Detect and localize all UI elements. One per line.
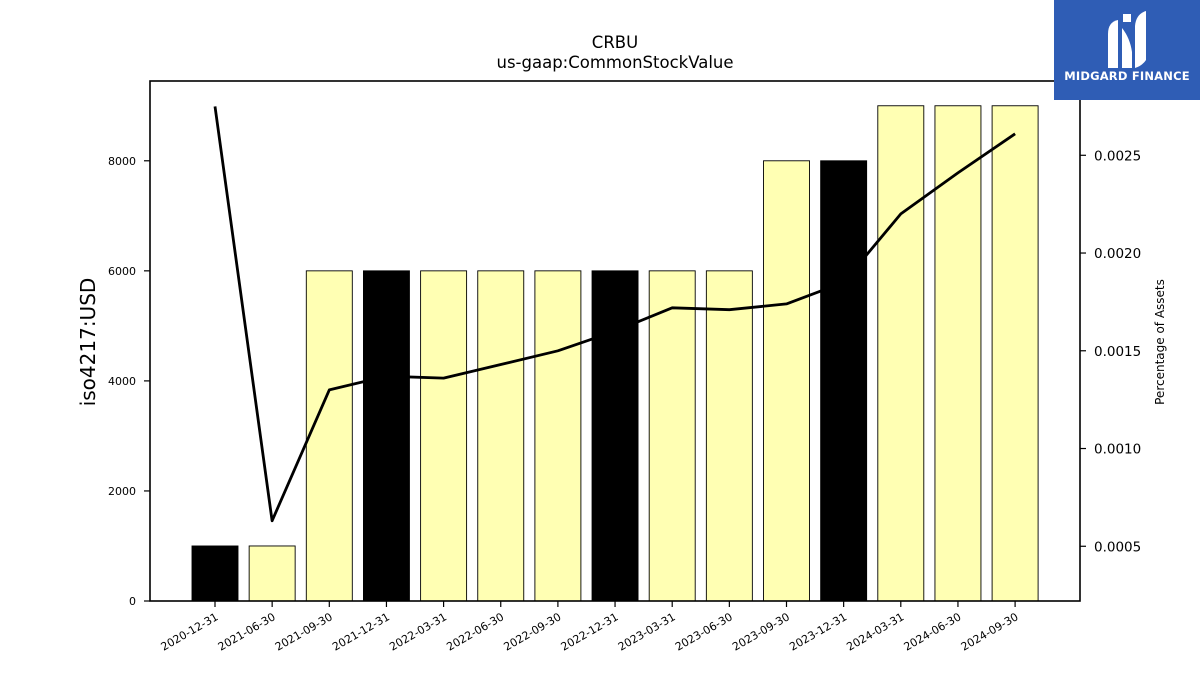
y-axis-right: 0.0005 0.0010 0.0015 0.0020 0.0025	[1080, 148, 1141, 555]
x-tick-label: 2024-09-30	[959, 610, 1021, 653]
bars-layer	[191, 105, 1039, 602]
x-tick-label: 2023-12-31	[787, 610, 849, 653]
y-tick-label: 8000	[108, 155, 136, 168]
x-axis: 2020-12-312021-06-302021-09-302021-12-31…	[159, 601, 1021, 654]
bar	[934, 105, 982, 602]
bar	[305, 270, 353, 602]
y-axis-label: iso4217:USD	[76, 278, 100, 407]
bar	[877, 105, 925, 602]
bar	[363, 270, 410, 602]
y2-tick-label: 0.0005	[1094, 539, 1141, 555]
bar	[991, 105, 1039, 602]
y2-tick-label: 0.0025	[1094, 148, 1141, 164]
y-tick-label: 6000	[108, 265, 136, 278]
x-tick-label: 2023-03-31	[616, 610, 678, 653]
y-tick-label: 2000	[108, 485, 136, 498]
y-tick-label: 0	[129, 595, 136, 608]
bar	[648, 270, 696, 602]
bar	[420, 270, 468, 602]
bar	[477, 270, 525, 602]
x-tick-label: 2022-03-31	[387, 610, 449, 653]
chart-subtitle: us-gaap:CommonStockValue	[496, 53, 733, 72]
x-tick-label: 2021-09-30	[273, 610, 335, 653]
x-tick-label: 2024-03-31	[844, 610, 906, 653]
y2-axis-label: Percentage of Assets	[1153, 279, 1167, 405]
bar	[820, 160, 868, 602]
bar	[248, 545, 296, 602]
y2-tick-label: 0.0015	[1094, 344, 1141, 360]
bar	[705, 270, 753, 602]
x-tick-label: 2023-09-30	[730, 610, 792, 653]
x-tick-label: 2023-06-30	[673, 610, 735, 653]
bar	[534, 270, 582, 602]
bar	[591, 270, 639, 602]
y2-tick-label: 0.0010	[1094, 442, 1141, 458]
bar	[191, 545, 239, 602]
y-axis-left: 0 2000 4000 6000 8000	[108, 155, 150, 608]
x-tick-label: 2021-12-31	[330, 610, 392, 653]
line-layer	[213, 106, 1016, 523]
bar	[763, 160, 810, 602]
brand-logo: MIDGARD FINANCE	[1054, 0, 1200, 100]
x-tick-label: 2024-06-30	[902, 610, 964, 653]
y-tick-label: 4000	[108, 375, 136, 388]
x-tick-label: 2021-06-30	[216, 610, 278, 653]
x-tick-label: 2022-09-30	[502, 610, 564, 653]
y2-tick-label: 0.0020	[1094, 246, 1141, 262]
chart-title: CRBU	[592, 33, 638, 52]
percentage-line	[213, 106, 1016, 523]
logo-mark-icon	[1108, 11, 1146, 68]
x-tick-label: 2022-06-30	[444, 610, 506, 653]
logo-text: MIDGARD FINANCE	[1064, 69, 1190, 83]
x-tick-label: 2022-12-31	[559, 610, 621, 653]
x-tick-label: 2020-12-31	[159, 610, 221, 653]
